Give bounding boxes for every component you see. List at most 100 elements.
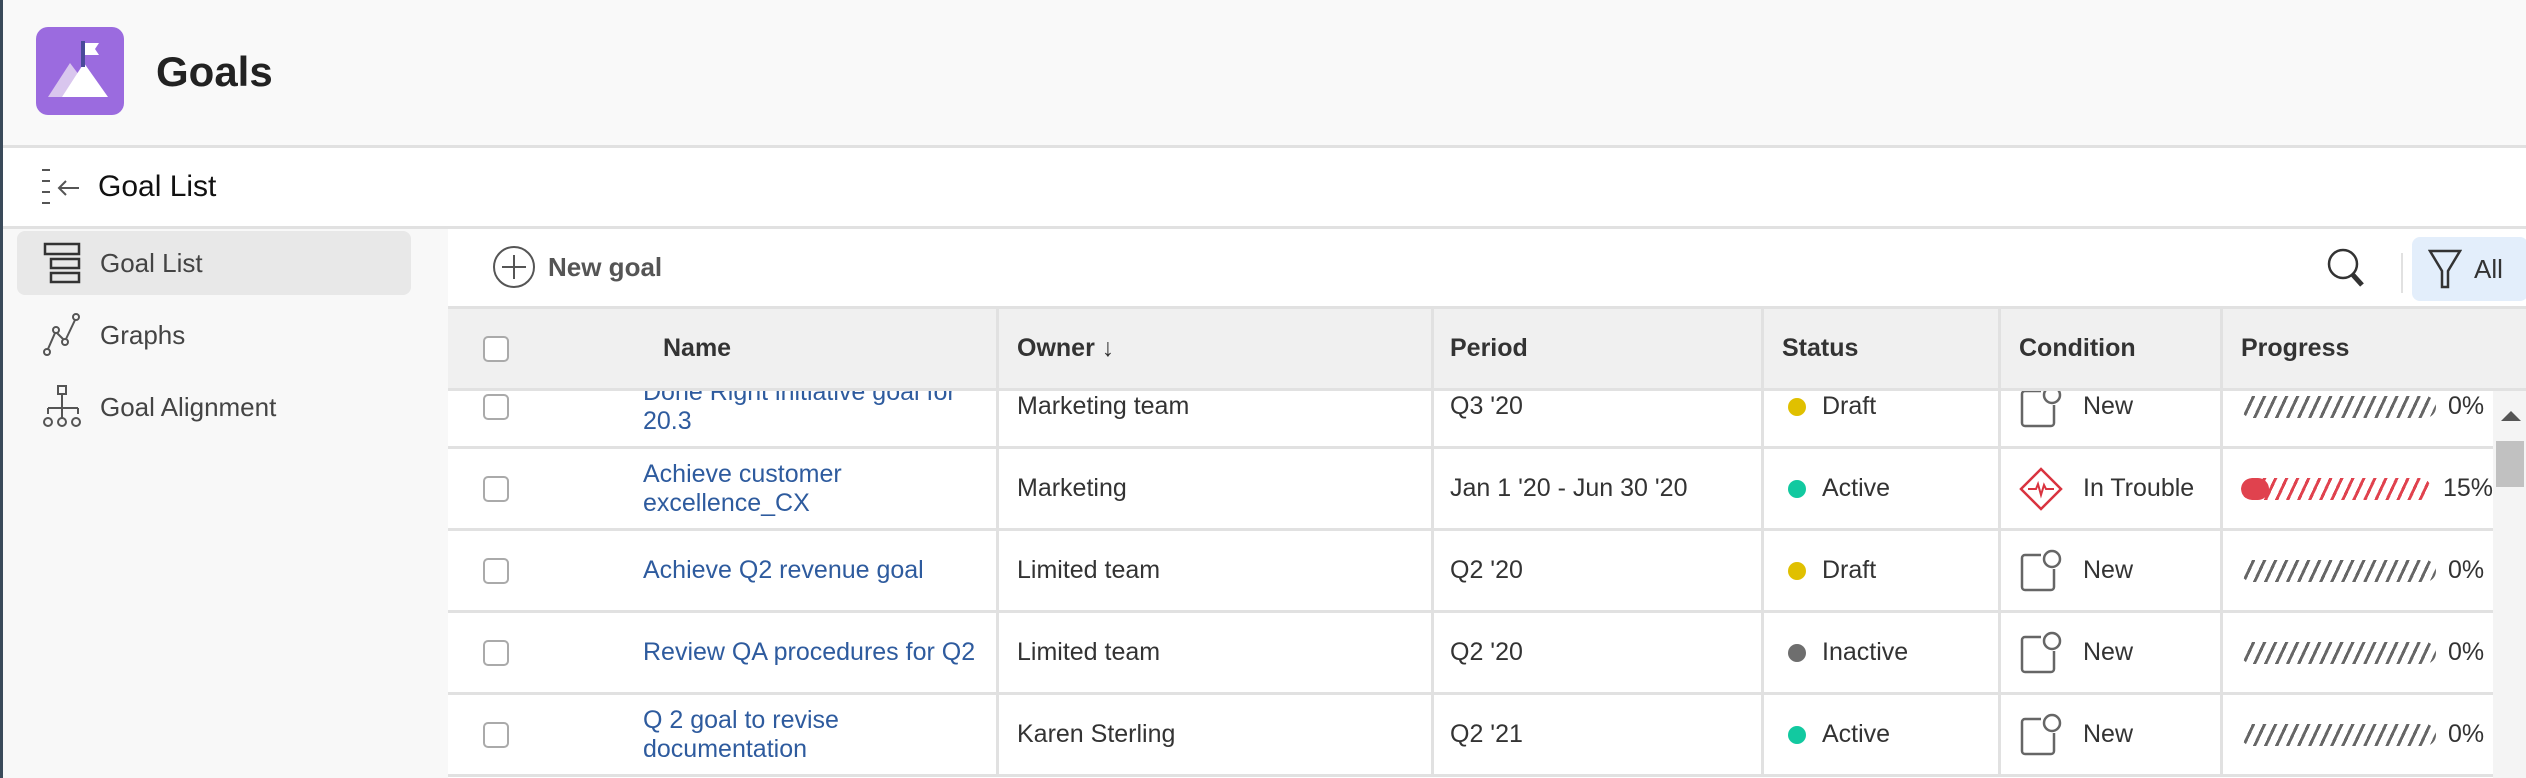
row-checkbox[interactable]: [482, 557, 509, 584]
progress-fill: [2241, 477, 2270, 500]
table-body: Done Right initiative goal for 20.3 Mark…: [448, 391, 2493, 778]
period-cell: Q2 '20: [1434, 613, 1764, 692]
condition-cell: New: [2001, 613, 2223, 692]
progress-label: 0%: [2448, 638, 2485, 666]
search-icon[interactable]: [2326, 247, 2368, 291]
status-cell: Draft: [1764, 531, 2001, 610]
progress-bar: [2241, 477, 2431, 500]
progress-bar: [2241, 395, 2436, 418]
table-row[interactable]: Review QA procedures for Q2 Limited team…: [448, 613, 2493, 695]
status-dot: [1788, 397, 1806, 416]
select-all-checkbox[interactable]: [482, 335, 509, 362]
plus-circle-icon: [493, 246, 535, 288]
table-row[interactable]: Done Right initiative goal for 20.3 Mark…: [448, 391, 2493, 449]
status-label: Draft: [1822, 556, 1877, 584]
scrollbar-thumb[interactable]: [2496, 441, 2524, 487]
condition-cell: New: [2001, 695, 2223, 774]
sidebar: Goal List Graphs Goal Alignment: [3, 229, 448, 778]
status-label: Active: [1822, 474, 1891, 502]
period-cell: Q2 '21: [1434, 695, 1764, 774]
owner-cell: Karen Sterling: [999, 695, 1434, 774]
row-checkbox-cell: [448, 391, 543, 446]
new-goal-button[interactable]: New goal: [492, 245, 662, 289]
new-condition-icon: [2020, 631, 2062, 673]
sidebar-item-goal-alignment[interactable]: Goal Alignment: [17, 375, 411, 439]
goal-name-link[interactable]: Achieve Q2 revenue goal: [543, 531, 999, 610]
progress-cell: 0%: [2223, 613, 2493, 692]
condition-label: New: [2083, 720, 2134, 748]
sidebar-item-graphs[interactable]: Graphs: [17, 303, 411, 367]
scrollbar[interactable]: [2493, 391, 2526, 778]
goal-name-link[interactable]: Achieve customer excellence_CX: [543, 449, 999, 528]
owner-cell: Marketing team: [999, 391, 1434, 446]
new-condition-icon: [2020, 549, 2062, 591]
row-checkbox-cell: [448, 449, 543, 528]
condition-cell: New: [2001, 391, 2223, 446]
status-dot: [1788, 725, 1806, 744]
goal-name-link[interactable]: Q 2 goal to revise documentation: [543, 695, 999, 774]
in-trouble-icon: [2019, 466, 2063, 511]
owner-cell: Limited team: [999, 613, 1434, 692]
new-condition-icon: [2020, 713, 2062, 755]
goal-name-link[interactable]: Review QA procedures for Q2: [543, 613, 999, 692]
select-all-cell: [448, 309, 543, 388]
collapse-panel-icon[interactable]: [39, 166, 83, 210]
goal-name-link[interactable]: Done Right initiative goal for 20.3: [543, 391, 999, 446]
column-owner[interactable]: Owner ↓: [999, 309, 1434, 388]
status-cell: Draft: [1764, 391, 2001, 446]
progress-cell: 0%: [2223, 695, 2493, 774]
row-checkbox[interactable]: [482, 721, 509, 748]
table-row[interactable]: Q 2 goal to revise documentation Karen S…: [448, 695, 2493, 777]
graph-icon: [43, 313, 80, 356]
app-header: Goals: [3, 0, 2526, 148]
progress-label: 0%: [2448, 720, 2485, 748]
row-checkbox-cell: [448, 531, 543, 610]
row-checkbox-cell: [448, 695, 543, 774]
owner-cell: Marketing: [999, 449, 1434, 528]
sidebar-item-goal-list[interactable]: Goal List: [17, 231, 411, 295]
table-row[interactable]: Achieve customer excellence_CX Marketing…: [448, 449, 2493, 531]
column-name[interactable]: Name: [543, 309, 999, 388]
status-cell: Inactive: [1764, 613, 2001, 692]
condition-cell: In Trouble: [2001, 449, 2223, 528]
progress-bar: [2241, 641, 2436, 664]
goal-list-panel: New goal All Name Owner ↓ Period Status …: [448, 229, 2526, 778]
row-checkbox[interactable]: [482, 639, 509, 666]
status-dot: [1788, 479, 1806, 498]
period-cell: Q2 '20: [1434, 531, 1764, 610]
page-title: Goal List: [98, 170, 217, 203]
app-title: Goals: [156, 48, 273, 95]
filter-button[interactable]: All: [2412, 237, 2526, 301]
column-condition[interactable]: Condition: [2001, 309, 2223, 388]
progress-label: 15%: [2442, 474, 2493, 502]
divider: [2401, 253, 2403, 293]
column-period[interactable]: Period: [1434, 309, 1764, 388]
list-icon: [43, 242, 81, 284]
progress-bar: [2241, 723, 2436, 746]
status-label: Inactive: [1822, 638, 1909, 666]
row-checkbox[interactable]: [482, 393, 509, 420]
sidebar-item-label: Graphs: [100, 319, 186, 350]
row-checkbox[interactable]: [482, 475, 509, 502]
status-label: Active: [1822, 720, 1891, 748]
page-bar: Goal List: [3, 148, 2526, 229]
column-status[interactable]: Status: [1764, 309, 2001, 388]
column-progress[interactable]: Progress: [2241, 334, 2350, 362]
condition-cell: New: [2001, 531, 2223, 610]
table-row[interactable]: Achieve Q2 revenue goal Limited team Q2 …: [448, 531, 2493, 613]
owner-cell: Limited team: [999, 531, 1434, 610]
period-cell: Q3 '20: [1434, 391, 1764, 446]
status-cell: Active: [1764, 695, 2001, 774]
sidebar-item-label: Goal List: [100, 247, 203, 278]
condition-label: New: [2083, 556, 2134, 584]
new-condition-icon: [2020, 391, 2062, 427]
progress-bar: [2241, 559, 2436, 582]
scroll-up-icon[interactable]: [2501, 409, 2521, 421]
filter-icon: [2428, 249, 2462, 289]
status-label: Draft: [1822, 392, 1877, 420]
status-dot: [1788, 561, 1806, 580]
condition-label: In Trouble: [2083, 474, 2195, 502]
condition-label: New: [2083, 638, 2134, 666]
table-header: Name Owner ↓ Period Status Condition Pro…: [448, 309, 2526, 391]
new-goal-label: New goal: [548, 251, 663, 282]
